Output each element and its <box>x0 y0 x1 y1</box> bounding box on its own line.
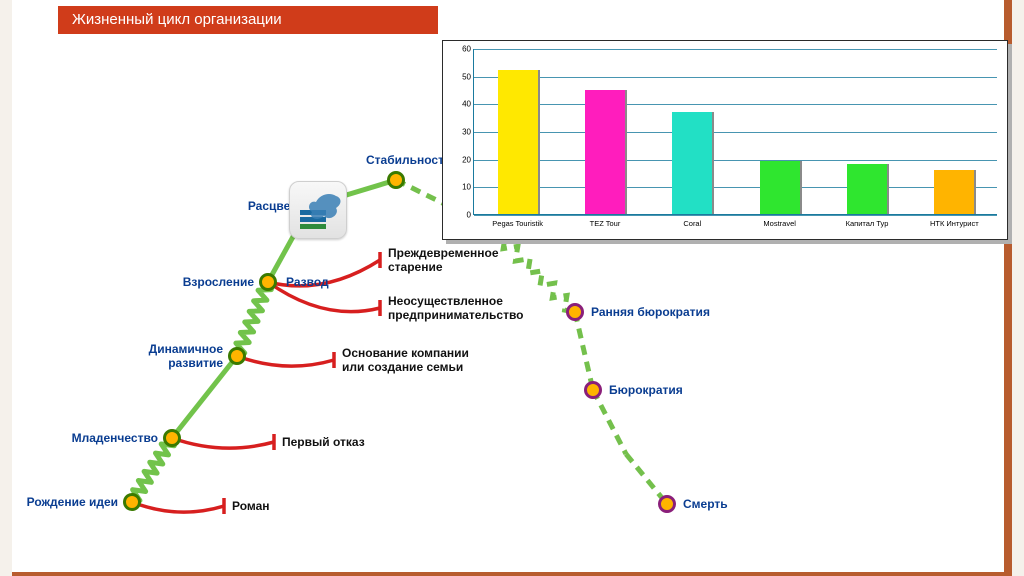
bar-chart: 0102030405060Pegas TouristikTEZ TourCora… <box>442 40 1008 240</box>
lifecycle-label: Бюрократия <box>609 383 683 397</box>
lifecycle-node <box>163 429 181 447</box>
lifecycle-node <box>566 303 584 321</box>
lifecycle-node <box>584 381 602 399</box>
lifecycle-label: Ранняя бюрократия <box>591 305 710 319</box>
chart-ytick: 50 <box>462 72 471 81</box>
lifecycle-label: Взросление <box>183 275 254 289</box>
lifecycle-node <box>228 347 246 365</box>
lifecycle-label: Рождение идеи <box>27 495 118 509</box>
lifecycle-node <box>387 171 405 189</box>
lifecycle-label: Динамичное развитие <box>149 342 223 370</box>
chart-ytick: 30 <box>462 128 471 137</box>
chart-bar <box>847 164 887 214</box>
lifecycle-node <box>259 273 277 291</box>
branch-label: Роман <box>232 499 270 513</box>
chart-xlabel: НТК Интурист <box>906 219 1003 228</box>
pegasus-logo-icon <box>289 181 347 239</box>
chart-xlabel: TEZ Tour <box>556 219 653 228</box>
chart-xlabel: Pegas Touristik <box>469 219 566 228</box>
chart-ytick: 40 <box>462 100 471 109</box>
lifecycle-label: Смерть <box>683 497 728 511</box>
chart-bar <box>934 170 974 214</box>
branch-label: Основание компании или создание семьи <box>342 346 469 374</box>
chart-xlabel: Mostravel <box>731 219 828 228</box>
lifecycle-label: Младенчество <box>72 431 158 445</box>
chart-ytick: 10 <box>462 183 471 192</box>
chart-ytick: 20 <box>462 155 471 164</box>
chart-xlabel: Капитал Тур <box>818 219 915 228</box>
lifecycle-node <box>658 495 676 513</box>
lifecycle-node <box>123 493 141 511</box>
chart-xlabel: Coral <box>644 219 741 228</box>
branch-label: Неосуществленное предпринимательство <box>388 294 524 322</box>
chart-bar <box>760 161 800 214</box>
lifecycle-label: Развод <box>286 275 329 289</box>
chart-ytick: 60 <box>462 45 471 54</box>
lifecycle-label: Стабильность <box>366 153 451 167</box>
branch-label: Преждевременное старение <box>388 246 499 274</box>
branch-label: Первый отказ <box>282 435 365 449</box>
overlay-layer: Роман Первый отказ Основание компании или … <box>12 0 1012 576</box>
chart-bar <box>672 112 712 214</box>
chart-bar <box>585 90 625 215</box>
chart-bar <box>498 70 538 214</box>
